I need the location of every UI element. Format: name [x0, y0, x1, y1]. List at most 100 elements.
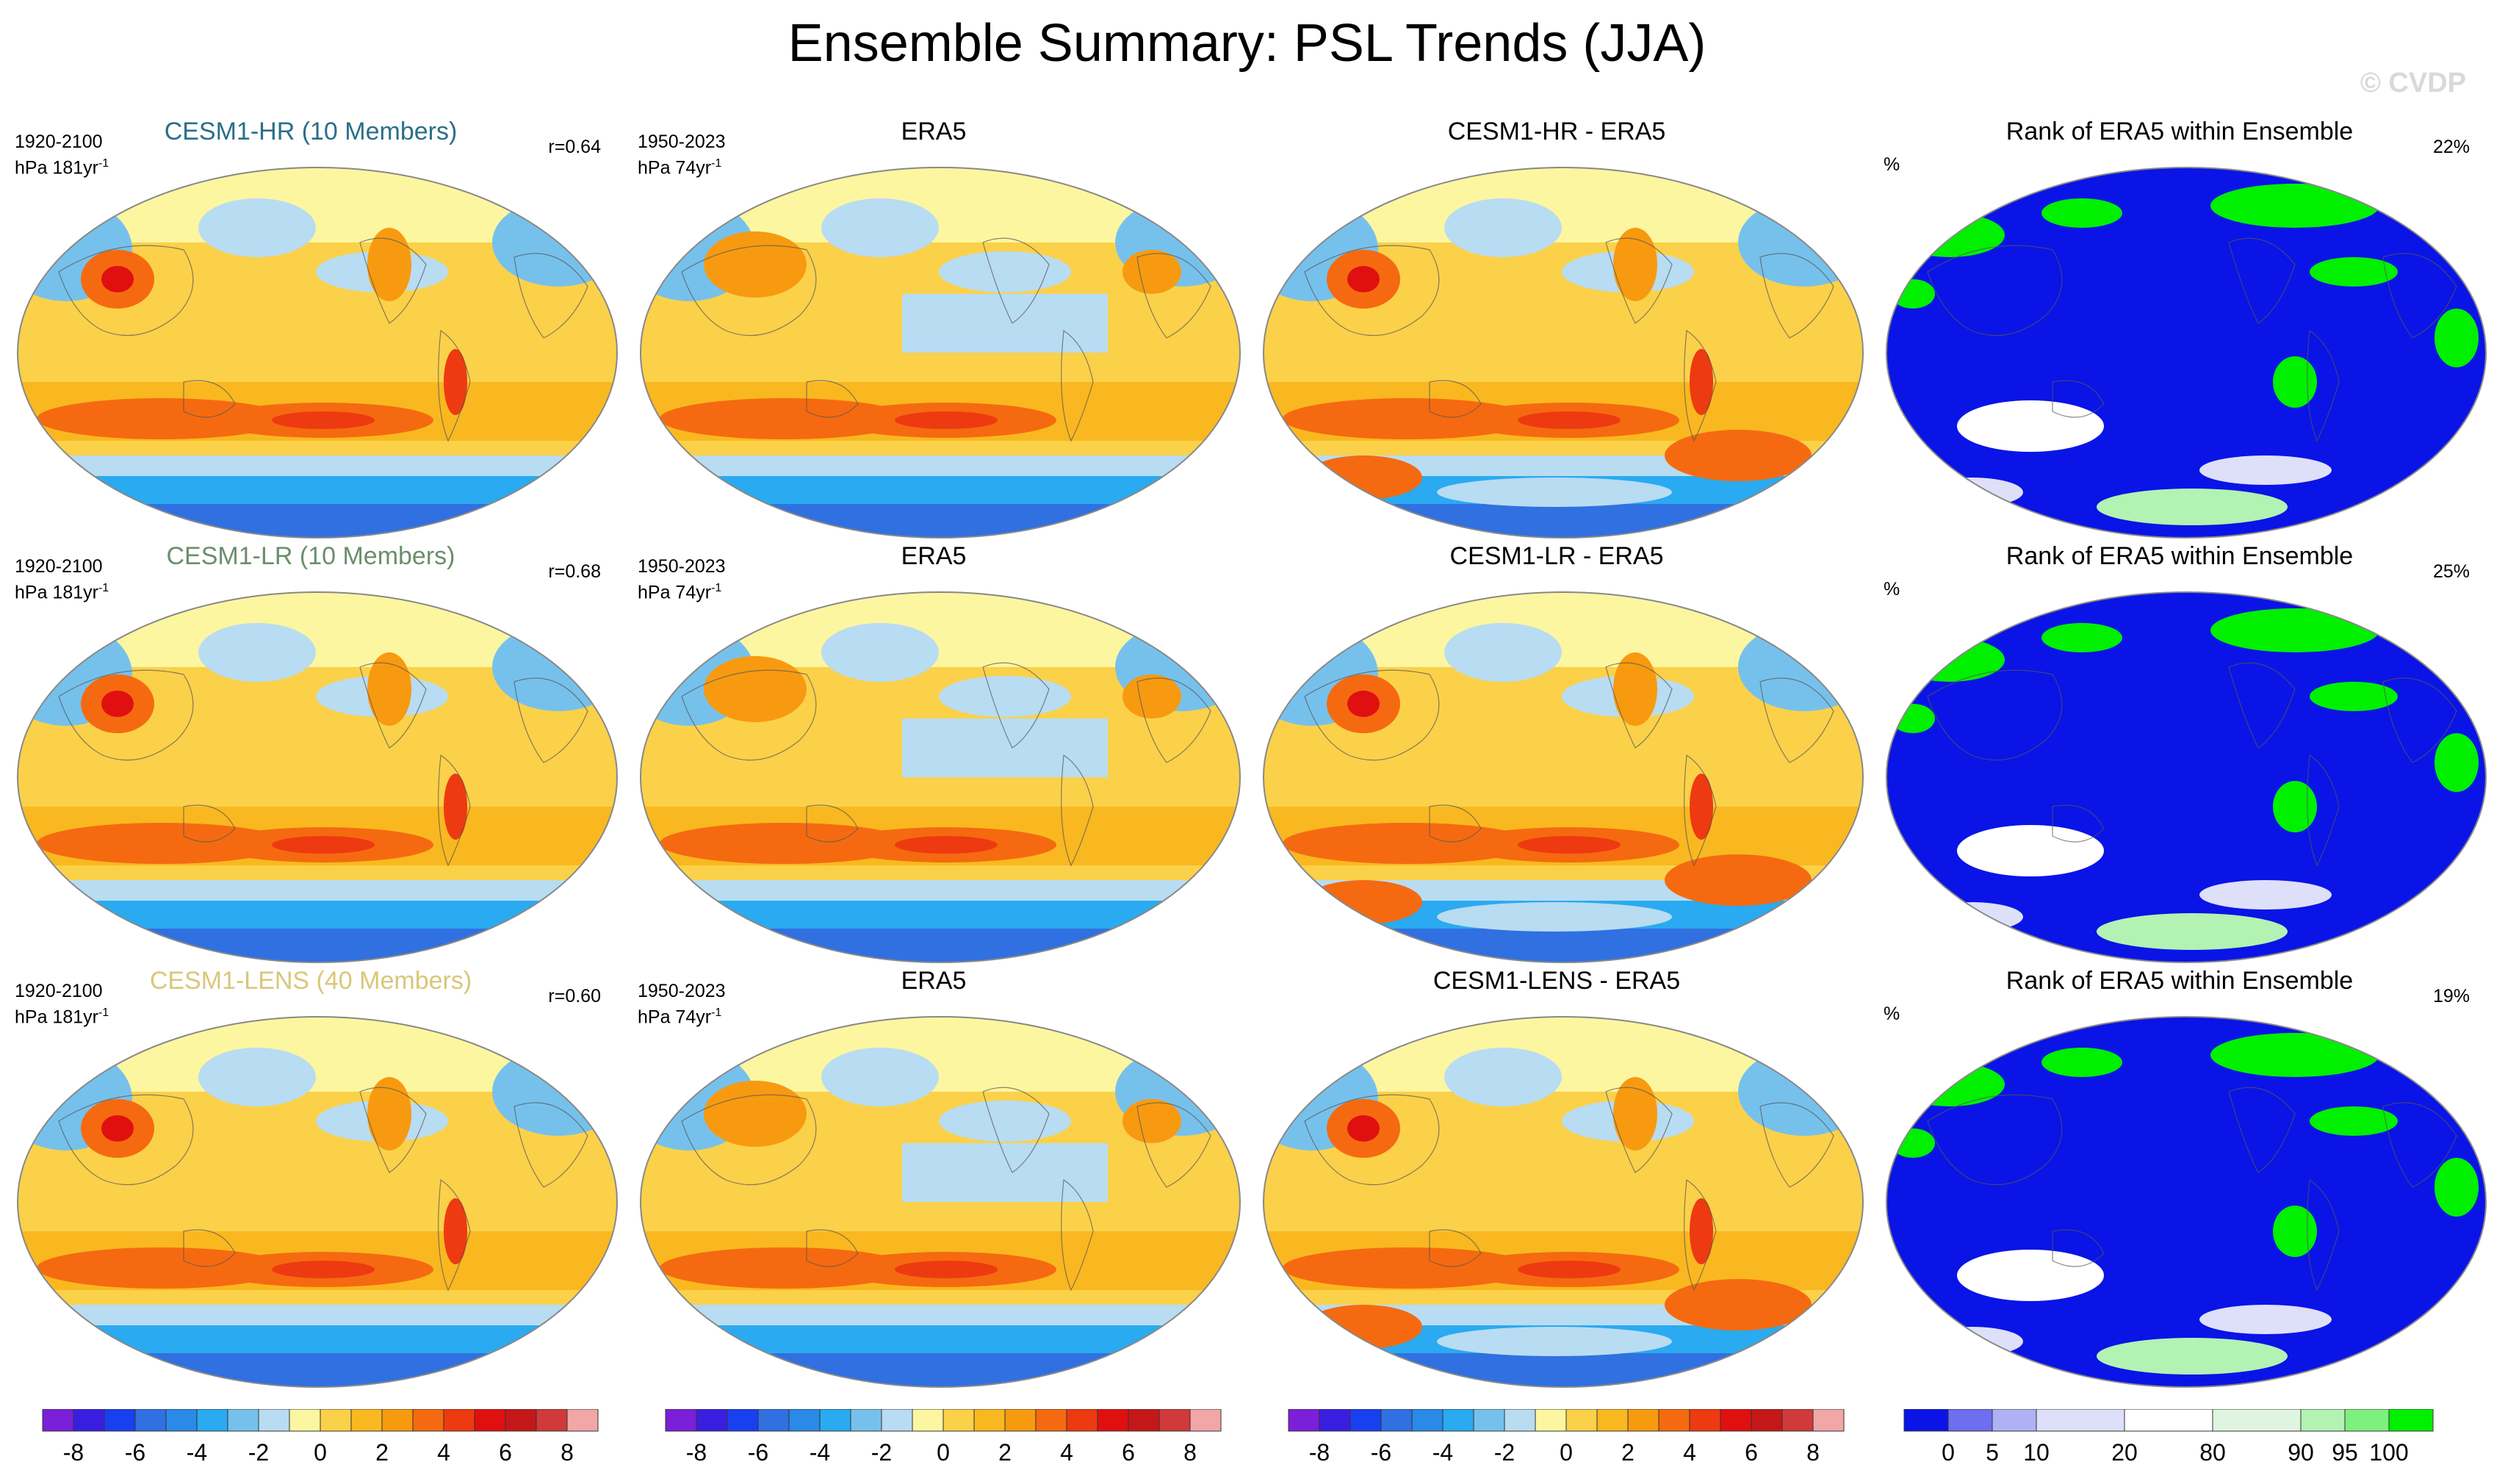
- colorbar-tick-label: -4: [187, 1439, 207, 1466]
- panel-period-units: 1950-2023 hPa 74yr-1: [638, 980, 726, 1028]
- panel-model-row1: CESM1-HR (10 Members) 1920-2100 hPa 181yr-…: [0, 118, 621, 544]
- units-exponent: -1: [711, 582, 722, 594]
- colorbar-tick-label: 0: [937, 1439, 950, 1466]
- colorbar-swatch: [788, 1409, 821, 1432]
- panel-period-units: 1920-2100 hPa 181yr-1: [15, 555, 109, 603]
- colorbar-swatch: [2124, 1409, 2213, 1432]
- colorbar-swatch: [696, 1409, 728, 1432]
- colorbar-swatch: [973, 1409, 1006, 1432]
- period: 1950-2023: [638, 556, 726, 577]
- colorbar-swatch: [258, 1409, 290, 1432]
- units-text: hPa 74yr: [638, 157, 712, 179]
- pattern-correlation: r=0.68: [548, 561, 601, 582]
- map-model: [17, 1016, 618, 1388]
- panel-rank-row1: Rank of ERA5 within Ensemble% 22%: [1869, 118, 2490, 544]
- colorbar-tick-label: -2: [1494, 1439, 1515, 1466]
- colorbar-swatch: [289, 1409, 321, 1432]
- colorbar-tick-label: 4: [1060, 1439, 1073, 1466]
- colorbar-tick-label: 4: [1683, 1439, 1696, 1466]
- colorbar-swatch: [381, 1409, 414, 1432]
- colorbar-swatch: [2344, 1409, 2390, 1432]
- colorbar-swatch: [1812, 1409, 1845, 1432]
- map-rank: [1886, 167, 2487, 539]
- colorbar-swatch: [474, 1409, 506, 1432]
- colorbar-tick-label: -6: [1371, 1439, 1391, 1466]
- panel-title: ERA5: [901, 967, 967, 995]
- colorbar-swatch: [566, 1409, 599, 1432]
- colorbar-swatch: [1035, 1409, 1067, 1432]
- colorbar-swatch: [912, 1409, 944, 1432]
- colorbar-swatch: [2388, 1409, 2434, 1432]
- units-exponent: -1: [711, 157, 722, 170]
- colorbar-swatch: [1349, 1409, 1382, 1432]
- panel-title: Rank of ERA5 within Ensemble: [2005, 967, 2354, 995]
- colorbar-swatch: [1004, 1409, 1037, 1432]
- colorbar-tick-label: 4: [437, 1439, 450, 1466]
- colorbar-swatch: [2212, 1409, 2302, 1432]
- colorbar-tick-label: 90: [2288, 1439, 2314, 1466]
- panel-title: CESM1-HR - ERA5: [1447, 118, 1666, 145]
- colorbar-swatch: [227, 1409, 259, 1432]
- panel-diff-row1: CESM1-HR - ERA5: [1246, 118, 1867, 544]
- rank-units: %: [1884, 154, 1900, 175]
- colorbar-swatch: [1781, 1409, 1814, 1432]
- colorbar-swatch: [1689, 1409, 1721, 1432]
- colorbar-tick-label: 0: [1560, 1439, 1573, 1466]
- colorbar-swatch: [1596, 1409, 1629, 1432]
- units-exponent: -1: [711, 1006, 722, 1019]
- colorbar-swatch: [1066, 1409, 1098, 1432]
- panel-period-units: 1950-2023 hPa 74yr-1: [638, 555, 726, 603]
- panel-rank-row3: Rank of ERA5 within Ensemble% 19%: [1869, 967, 2490, 1393]
- colorbar-swatch: [1128, 1409, 1160, 1432]
- panel-period-units: 1920-2100 hPa 181yr-1: [15, 131, 109, 179]
- colorbar-swatch: [1658, 1409, 1690, 1432]
- colorbar-swatch: [819, 1409, 851, 1432]
- colorbar-swatch: [1535, 1409, 1567, 1432]
- colorbar-swatch: [881, 1409, 913, 1432]
- map-diff: [1263, 167, 1864, 539]
- map-rank: [1886, 591, 2487, 963]
- panel-obs-row2: ERA5 1950-2023 hPa 74yr-1: [623, 542, 1244, 968]
- colorbar-swatch: [2036, 1409, 2125, 1432]
- colorbar-tick-label: -4: [1432, 1439, 1453, 1466]
- colorbar-tick-label: -8: [63, 1439, 84, 1466]
- rank-units: %: [1884, 579, 1900, 599]
- colorbar-swatch: [1903, 1409, 1949, 1432]
- cvdp-watermark: © CVDP: [2360, 68, 2466, 98]
- colorbar-tick-label: -6: [748, 1439, 768, 1466]
- trend-colorbar-3: -8 -6 -4 -2 0 2 4 6 8: [1246, 1409, 1867, 1475]
- colorbar-swatch: [1473, 1409, 1505, 1432]
- panel-title: CESM1-HR (10 Members): [164, 118, 458, 145]
- colorbar-tick-label: -2: [871, 1439, 892, 1466]
- units: hPa 181yr-1: [15, 1002, 109, 1028]
- colorbar-tick-label: 0: [314, 1439, 327, 1466]
- units: hPa 181yr-1: [15, 577, 109, 603]
- colorbar-swatch: [536, 1409, 568, 1432]
- rank-units: %: [1884, 1004, 1900, 1024]
- colorbar-swatch: [42, 1409, 74, 1432]
- map-rank: [1886, 1016, 2487, 1388]
- colorbar-swatch: [1504, 1409, 1536, 1432]
- colorbar-swatch: [1189, 1409, 1222, 1432]
- period: 1950-2023: [638, 132, 726, 152]
- colorbar-swatch: [412, 1409, 444, 1432]
- colorbar-swatch: [1720, 1409, 1752, 1432]
- colorbar-swatch: [1751, 1409, 1783, 1432]
- panel-diff-row2: CESM1-LR - ERA5: [1246, 542, 1867, 968]
- panel-title: Rank of ERA5 within Ensemble: [2005, 118, 2354, 145]
- colorbar-tick-label: 100: [2369, 1439, 2408, 1466]
- colorbar-swatch: [1288, 1409, 1320, 1432]
- rank-colorbar: 0 5 10 20 80 90 95 100: [1869, 1409, 2490, 1475]
- units: hPa 74yr-1: [638, 577, 726, 603]
- period: 1920-2100: [15, 556, 103, 577]
- colorbar-swatch: [505, 1409, 537, 1432]
- panel-title: ERA5: [901, 542, 967, 570]
- panel-period-units: 1950-2023 hPa 74yr-1: [638, 131, 726, 179]
- trend-colorbar-2: -8 -6 -4 -2 0 2 4 6 8: [623, 1409, 1244, 1475]
- map-diff: [1263, 1016, 1864, 1388]
- panel-model-row2: CESM1-LR (10 Members) 1920-2100 hPa 181yr-…: [0, 542, 621, 968]
- colorbar-tick-label: 80: [2199, 1439, 2226, 1466]
- colorbar-tick-label: 95: [2332, 1439, 2358, 1466]
- colorbar-swatch: [1627, 1409, 1659, 1432]
- units-exponent: -1: [98, 157, 109, 170]
